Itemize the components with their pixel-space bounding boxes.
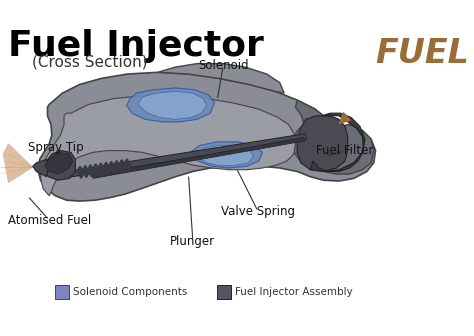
Polygon shape <box>158 64 284 93</box>
Text: Solenoid Components: Solenoid Components <box>73 287 187 297</box>
FancyBboxPatch shape <box>55 285 69 298</box>
Polygon shape <box>293 100 374 174</box>
Polygon shape <box>38 72 375 201</box>
Polygon shape <box>127 88 215 122</box>
Text: Spray Tip: Spray Tip <box>27 141 83 155</box>
Polygon shape <box>45 152 73 174</box>
Text: Fuel Injector Assembly: Fuel Injector Assembly <box>235 287 352 297</box>
Text: Atomised Fuel: Atomised Fuel <box>8 214 91 227</box>
Polygon shape <box>139 91 207 119</box>
Text: FUEL: FUEL <box>375 38 469 71</box>
Polygon shape <box>33 159 48 177</box>
Polygon shape <box>198 145 254 165</box>
FancyBboxPatch shape <box>217 285 231 298</box>
Text: Plunger: Plunger <box>170 235 215 248</box>
Polygon shape <box>297 116 347 171</box>
Text: (Cross Section): (Cross Section) <box>32 55 147 70</box>
Text: Fuel Injector: Fuel Injector <box>9 29 264 63</box>
Polygon shape <box>92 137 304 178</box>
Polygon shape <box>41 96 295 196</box>
Text: Solenoid: Solenoid <box>198 59 248 72</box>
Text: Fuel Filter: Fuel Filter <box>316 144 374 157</box>
Polygon shape <box>43 151 75 180</box>
Polygon shape <box>69 134 306 177</box>
Polygon shape <box>3 143 33 183</box>
Polygon shape <box>191 142 263 168</box>
Text: Valve Spring: Valve Spring <box>221 205 295 218</box>
Polygon shape <box>310 113 365 171</box>
